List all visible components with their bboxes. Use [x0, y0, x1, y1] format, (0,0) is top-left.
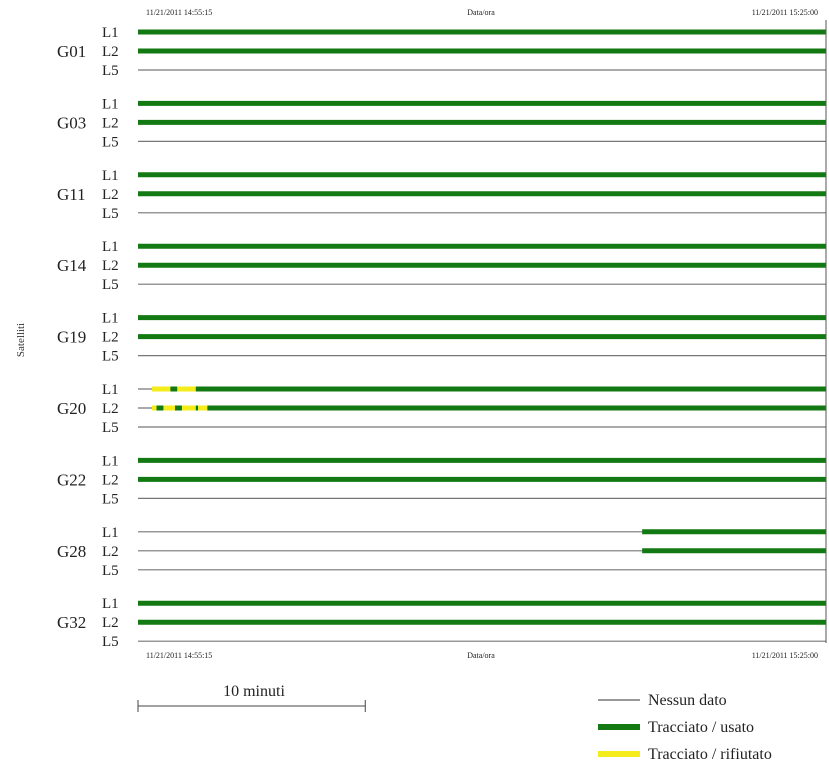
satellite-group: G32 L1 L2 L5: [57, 596, 826, 650]
satellite-label: G11: [57, 185, 86, 204]
bottom-axis-title: Data/ora: [467, 651, 495, 660]
band-label: L5: [102, 563, 119, 579]
satellite-group: G03 L1 L2 L5: [57, 96, 826, 150]
band-label: L1: [102, 25, 119, 41]
scale-bar-label: 10 minuti: [223, 683, 285, 700]
band-label: L5: [102, 349, 119, 365]
band-label: L1: [102, 239, 119, 255]
bottom-time-axis: 11/21/2011 14:55:15 Data/ora 11/21/2011 …: [146, 651, 818, 660]
satellite-group: G19 L1 L2 L5: [57, 311, 826, 365]
legend-label: Tracciato / rifiutato: [648, 746, 772, 763]
top-end-time: 11/21/2011 15:25:00: [752, 8, 818, 17]
satellite-label: G19: [57, 328, 86, 347]
satellite-group: G22 L1 L2 L5: [57, 453, 826, 507]
satellite-group: G14 L1 L2 L5: [57, 239, 826, 293]
band-label: L2: [102, 258, 119, 274]
satellite-label: G14: [57, 256, 87, 275]
satellite-group: G28 L1 L2 L5: [57, 525, 826, 579]
band-label: L2: [102, 544, 119, 560]
band-label: L1: [102, 311, 119, 327]
top-start-time: 11/21/2011 14:55:15: [146, 8, 212, 17]
band-label: L1: [102, 525, 119, 541]
band-label: L2: [102, 330, 119, 346]
band-label: L2: [102, 187, 119, 203]
band-label: L2: [102, 615, 119, 631]
top-time-axis: 11/21/2011 14:55:15 Data/ora 11/21/2011 …: [146, 8, 818, 17]
band-label: L5: [102, 134, 119, 150]
legend: Nessun dato Tracciato / usato Tracciato / …: [598, 692, 772, 763]
plot-area: G01 L1 L2 L5 G03 L1 L2 L5 G11 L1 L2 L5 G14 L1 L2 L5 G19 L…: [57, 20, 827, 650]
bottom-start-time: 11/21/2011 14:55:15: [146, 651, 212, 660]
band-label: L2: [102, 472, 119, 488]
satellite-label: G32: [57, 613, 86, 632]
band-label: L5: [102, 491, 119, 507]
satellite-label: G22: [57, 470, 86, 489]
band-label: L1: [102, 453, 119, 469]
satellite-label: G28: [57, 542, 86, 561]
band-label: L2: [102, 115, 119, 131]
band-label: L5: [102, 277, 119, 293]
band-label: L5: [102, 420, 119, 436]
band-label: L2: [102, 401, 119, 417]
satellite-group: G20 L1 L2 L5: [57, 382, 826, 436]
top-axis-title: Data/ora: [467, 8, 495, 17]
satellite-group: G01 L1 L2 L5: [57, 25, 826, 79]
band-label: L1: [102, 168, 119, 184]
legend-label: Tracciato / usato: [648, 719, 754, 736]
band-label: L1: [102, 596, 119, 612]
bottom-end-time: 11/21/2011 15:25:00: [752, 651, 818, 660]
band-label: L5: [102, 634, 119, 650]
band-label: L1: [102, 96, 119, 112]
satellite-label: G20: [57, 399, 86, 418]
scale-bar: 10 minuti: [137, 683, 366, 712]
band-label: L5: [102, 206, 119, 222]
y-axis-title: Satelliti: [15, 323, 27, 357]
band-label: L2: [102, 44, 119, 60]
legend-label: Nessun dato: [648, 692, 727, 709]
band-label: L5: [102, 63, 119, 79]
satellite-group: G11 L1 L2 L5: [57, 168, 826, 222]
satellite-label: G01: [57, 42, 86, 61]
band-label: L1: [102, 382, 119, 398]
satellite-label: G03: [57, 113, 86, 132]
